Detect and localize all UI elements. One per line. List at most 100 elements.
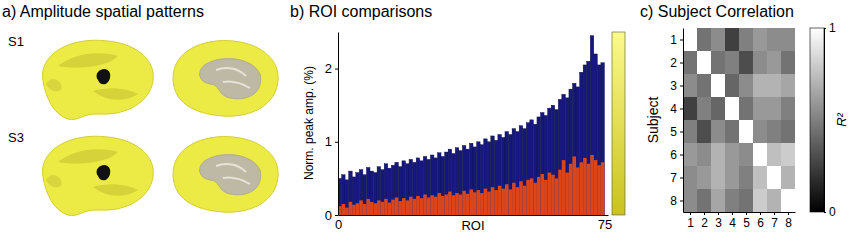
bar — [523, 129, 527, 215]
bar — [576, 87, 580, 215]
bar — [523, 186, 527, 215]
bar — [391, 200, 395, 215]
cell — [711, 97, 725, 120]
y-axis: 012 — [325, 33, 339, 223]
bar — [402, 161, 406, 215]
cortex — [173, 137, 278, 213]
medial-wall — [200, 59, 261, 99]
y-axis-tick-mark — [680, 40, 683, 41]
y-axis-tick: 1 — [325, 134, 338, 149]
bar — [441, 196, 445, 215]
bar — [374, 203, 378, 215]
cell — [781, 74, 795, 97]
cell — [781, 28, 795, 51]
bar — [398, 167, 402, 215]
bar — [477, 190, 481, 215]
bar — [395, 197, 399, 215]
bar — [416, 158, 420, 215]
bar — [356, 173, 360, 215]
colorbar-title: R² — [834, 112, 849, 126]
y-axis-tick: 6 — [670, 148, 683, 162]
bar — [530, 178, 534, 215]
figure: a) Amplitude spatial patternsS1S3b) ROI … — [0, 0, 852, 246]
bar — [551, 175, 555, 215]
bar — [594, 160, 598, 215]
bar — [409, 159, 413, 215]
bar — [349, 171, 353, 215]
bar — [480, 193, 484, 215]
bar — [395, 162, 399, 215]
y-axis-tick: 7 — [670, 171, 683, 185]
bar — [590, 155, 594, 215]
bar — [526, 123, 530, 215]
bar — [555, 110, 559, 215]
cell — [683, 28, 697, 51]
region — [93, 88, 138, 100]
bar — [491, 136, 495, 215]
region — [46, 175, 62, 187]
y-axis-tick-label: 5 — [670, 125, 677, 139]
bar — [533, 183, 537, 215]
cell — [739, 28, 753, 51]
bar — [466, 194, 470, 215]
cell — [739, 120, 753, 143]
bar — [516, 187, 520, 215]
bar — [455, 193, 459, 215]
x-axis: 075 — [335, 215, 612, 232]
cell — [753, 28, 767, 51]
medial-wall — [200, 155, 261, 195]
cell — [767, 74, 781, 97]
bar — [434, 197, 438, 215]
bar — [498, 134, 502, 215]
bar — [501, 137, 505, 215]
bar — [349, 202, 353, 215]
y-axis-tick-label: 6 — [670, 148, 677, 162]
bar — [487, 142, 491, 215]
y-axis-tick-mark — [680, 178, 683, 179]
cell — [753, 97, 767, 120]
x-axis-tick-label: 8 — [785, 216, 792, 230]
x-axis: 12345678 — [684, 212, 796, 230]
bar — [452, 195, 456, 215]
cell — [767, 28, 781, 51]
bar — [448, 149, 452, 215]
y-axis-title: Norm. peak amp. (%) — [302, 66, 316, 180]
cell — [683, 74, 697, 97]
bar — [374, 173, 378, 215]
bar — [519, 181, 523, 215]
bar — [551, 105, 555, 215]
x-axis-tick-label: 4 — [729, 216, 736, 230]
x-axis-tick: 6 — [757, 212, 764, 230]
bar — [509, 189, 513, 215]
bar — [541, 113, 545, 215]
bar — [427, 159, 431, 215]
bar — [576, 167, 580, 215]
bar — [420, 198, 424, 215]
bar — [501, 189, 505, 215]
bar — [473, 147, 477, 215]
bar — [413, 199, 417, 215]
cell — [753, 74, 767, 97]
cell — [697, 28, 711, 51]
x-axis-tick-label: 5 — [743, 216, 750, 230]
cell — [781, 120, 795, 143]
x-axis-title: ROI — [461, 218, 484, 233]
bar — [359, 200, 363, 215]
bar — [590, 36, 594, 215]
cell — [711, 28, 725, 51]
bar — [498, 186, 502, 215]
bar — [601, 162, 605, 215]
bar — [388, 168, 392, 215]
bar — [484, 139, 488, 215]
bar — [437, 153, 441, 215]
bar — [455, 148, 459, 215]
bar — [423, 156, 427, 215]
x-axis-tick: 3 — [715, 212, 722, 230]
bar — [377, 200, 381, 215]
region — [46, 79, 62, 91]
bar — [356, 203, 360, 215]
y-axis-tick: 4 — [670, 102, 683, 116]
bar — [530, 120, 534, 215]
x-axis-line — [339, 215, 609, 216]
bar — [469, 143, 473, 215]
